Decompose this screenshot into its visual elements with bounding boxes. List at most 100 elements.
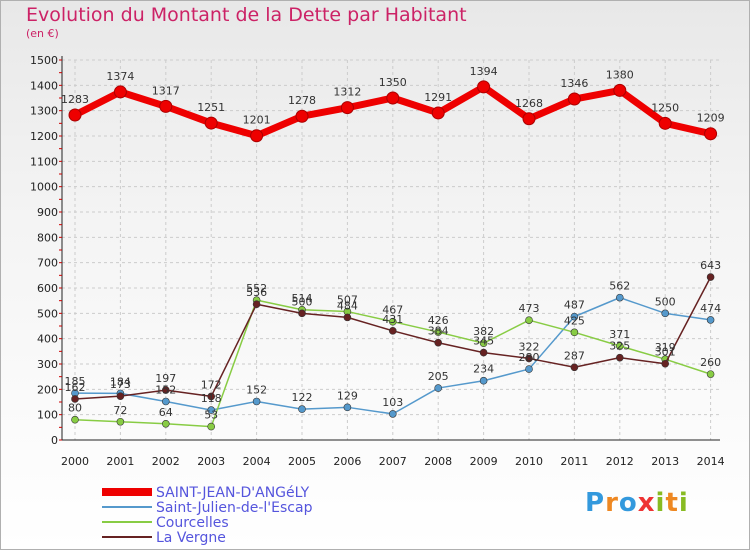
- legend-label: Saint-Julien-de-l'Escap: [156, 500, 313, 516]
- data-label: 325: [609, 340, 630, 353]
- data-label: 500: [292, 295, 313, 308]
- y-tick-label: 100: [37, 409, 58, 422]
- series-point: [71, 395, 79, 403]
- legend-label: SAINT-JEAN-D'ANGéLY: [156, 485, 310, 501]
- axes: [59, 56, 720, 441]
- y-tick-label: 1000: [30, 181, 58, 194]
- series-point: [207, 392, 215, 401]
- x-tick-label: 2000: [61, 455, 89, 468]
- series-point: [252, 397, 261, 406]
- series-point: [340, 101, 354, 115]
- series-point: [388, 410, 397, 418]
- y-tick-label: 1100: [30, 155, 58, 168]
- series-point: [113, 85, 127, 99]
- data-label: 1394: [470, 65, 498, 78]
- logo-letter: i: [678, 488, 689, 518]
- data-label: 103: [382, 396, 403, 409]
- series-point: [207, 422, 215, 431]
- data-label: 426: [428, 314, 449, 327]
- data-label: 1201: [243, 114, 271, 127]
- series-point: [295, 109, 309, 123]
- series-point: [661, 359, 670, 368]
- data-label: 487: [564, 299, 585, 312]
- series-point: [525, 316, 533, 324]
- x-tick-label: 2014: [697, 455, 725, 468]
- data-label: 72: [113, 404, 127, 417]
- series-point: [250, 129, 264, 143]
- data-label: 1250: [651, 101, 679, 114]
- data-label: 1268: [515, 97, 543, 110]
- logo-letter: i: [655, 488, 666, 518]
- data-label: 431: [382, 313, 403, 326]
- data-label: 172: [201, 378, 222, 391]
- data-label: 1278: [288, 94, 316, 107]
- x-tick-label: 2010: [515, 455, 543, 468]
- y-tick-label: 1300: [30, 105, 58, 118]
- data-label: 536: [246, 286, 267, 299]
- data-label: 473: [519, 302, 540, 315]
- series-point: [525, 354, 533, 363]
- series-point: [162, 419, 170, 428]
- y-tick-label: 800: [37, 231, 58, 244]
- x-tick-label: 2011: [560, 455, 588, 468]
- y-tick-label: 1200: [30, 130, 58, 143]
- data-label: 197: [155, 372, 176, 385]
- data-label: 1291: [424, 91, 452, 104]
- legend-label: Courcelles: [156, 515, 229, 531]
- data-label: 162: [65, 381, 86, 394]
- data-label: 467: [382, 304, 403, 317]
- series-point: [388, 317, 397, 326]
- series-point: [706, 273, 715, 281]
- y-tick-label: 1400: [30, 79, 58, 92]
- data-label: 80: [68, 402, 82, 415]
- data-label: 301: [655, 346, 676, 359]
- series-point: [343, 403, 352, 412]
- logo-letter: o: [618, 488, 638, 518]
- chart-title: Evolution du Montant de la Dette par Hab…: [26, 4, 467, 26]
- series-point: [162, 397, 170, 406]
- logo-letter: t: [665, 488, 679, 518]
- x-tick-label: 2004: [243, 455, 271, 468]
- data-label: 152: [246, 383, 267, 396]
- data-label: 185: [65, 375, 86, 388]
- data-label: 474: [700, 302, 721, 315]
- data-label: 260: [700, 356, 721, 369]
- series-group: [68, 80, 718, 431]
- y-tick-label: 1500: [30, 54, 58, 67]
- proxiti-logo: Proxiti: [585, 488, 689, 518]
- y-tick-label: 0: [51, 434, 58, 447]
- series-point: [522, 112, 536, 126]
- series-point: [298, 309, 306, 318]
- series-point: [706, 316, 715, 324]
- data-label: 371: [609, 328, 630, 341]
- data-label: 53: [204, 409, 218, 422]
- data-label: 345: [473, 335, 494, 348]
- x-tick-label: 2005: [288, 455, 316, 468]
- series-point: [71, 415, 79, 424]
- series-point: [615, 353, 624, 362]
- x-tick-label: 2009: [470, 455, 498, 468]
- legend: SAINT-JEAN-D'ANGéLYSaint-Julien-de-l'Esc…: [102, 485, 313, 546]
- series-point: [658, 116, 672, 130]
- data-label: 280: [519, 351, 540, 364]
- y-tick-label: 300: [37, 358, 58, 371]
- data-label: 234: [473, 363, 494, 376]
- data-label: 552: [246, 282, 267, 295]
- x-axis-ticks: 2000 2001 2002 2003 2004 2005 2006 2007 2008 2009…: [61, 455, 725, 468]
- data-label: 1350: [379, 76, 407, 89]
- y-tick-label: 900: [37, 206, 58, 219]
- data-label: 122: [292, 391, 313, 404]
- series-point: [116, 417, 125, 426]
- series-point: [615, 342, 624, 350]
- series-point: [706, 370, 715, 378]
- series-point: [388, 327, 397, 335]
- data-label: 1283: [61, 93, 89, 106]
- y-tick-label: 600: [37, 282, 58, 295]
- data-label: 1251: [197, 101, 225, 114]
- logo-letter: P: [585, 488, 606, 518]
- series-point: [204, 116, 218, 130]
- series-point: [434, 328, 443, 336]
- series-point: [431, 106, 445, 120]
- y-axis-ticks: 0 100 200 300 400 500 600 700 800 900 1000 1100 1200…: [30, 54, 58, 447]
